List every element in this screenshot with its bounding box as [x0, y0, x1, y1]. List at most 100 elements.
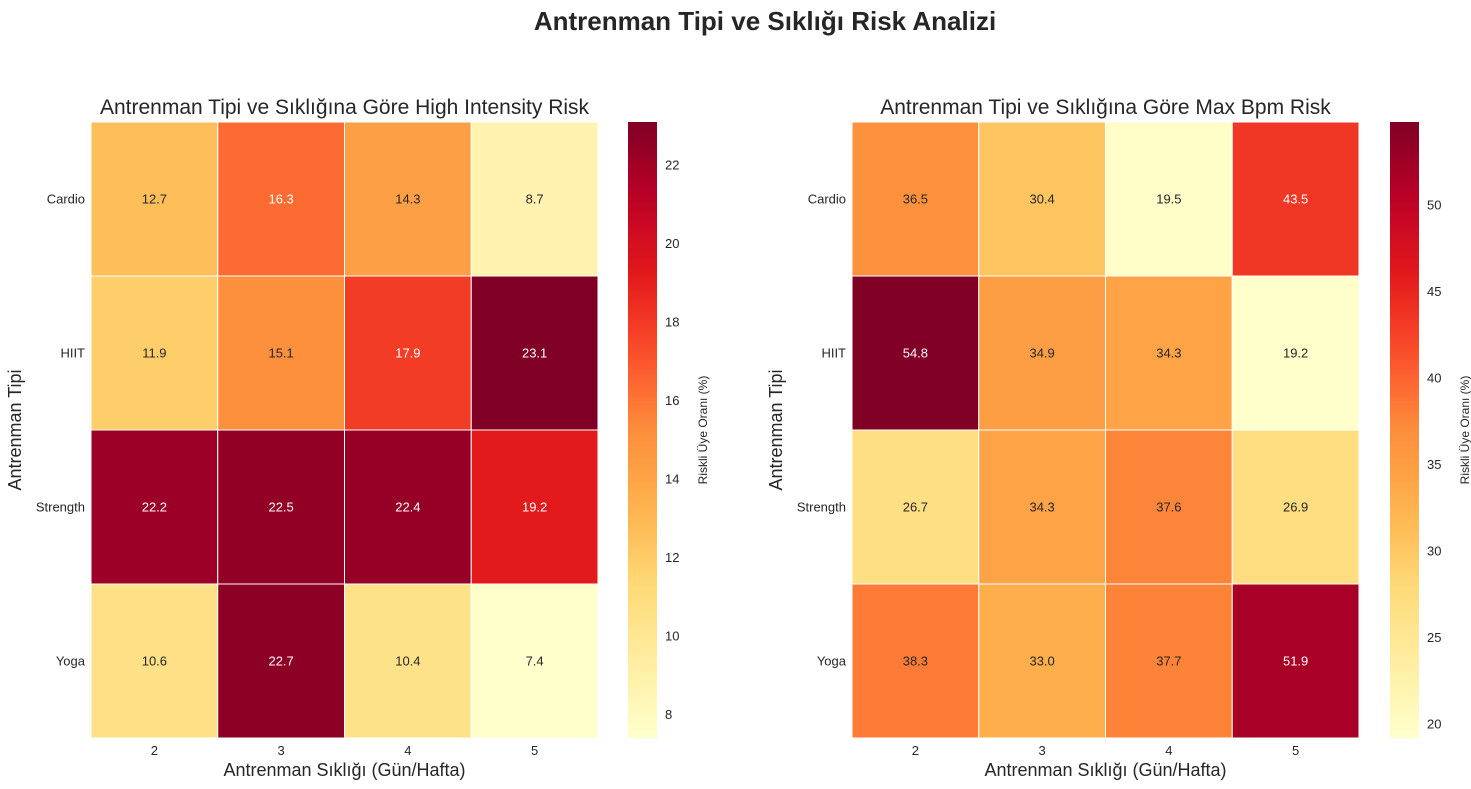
cell-value-label: 22.7 — [268, 654, 293, 669]
cell-value-label: 19.2 — [1283, 346, 1308, 361]
cell-value-label: 43.5 — [1283, 192, 1308, 207]
cell-value-label: 10.6 — [142, 654, 167, 669]
colorbar-tick-label: 50 — [1427, 198, 1441, 213]
cell-value-label: 22.4 — [395, 500, 420, 515]
y-tick-label: Strength — [797, 500, 846, 515]
cell-value-label: 37.6 — [1156, 500, 1181, 515]
heatmap-cell — [470, 275, 599, 431]
heatmap-cell — [1231, 275, 1360, 431]
y-tick-label: Cardio — [47, 192, 85, 207]
heatmap-cell — [344, 121, 472, 277]
heatmap-panel-max-bpm: Antrenman Tipi ve Sıklığına Göre Max Bpm… — [766, 96, 1471, 780]
cell-value-label: 17.9 — [395, 346, 420, 361]
heatmap-cell — [1105, 583, 1233, 739]
colorbar-tick-label: 22 — [665, 158, 679, 173]
heatmap-panel-high-intensity: Antrenman Tipi ve Sıklığına Göre High In… — [5, 96, 710, 780]
heatmap-cell — [90, 583, 219, 739]
cell-value-label: 7.4 — [526, 654, 544, 669]
colorbar-tick-label: 20 — [665, 236, 679, 251]
x-tick-label: 2 — [151, 743, 158, 758]
cell-value-label: 22.5 — [268, 500, 293, 515]
heatmap-cell — [217, 275, 345, 431]
heatmap-cell — [1231, 583, 1360, 739]
heatmap-cell — [1231, 121, 1360, 277]
colorbar-tick-label: 18 — [665, 315, 679, 330]
cell-value-label: 14.3 — [395, 192, 420, 207]
x-axis-label: Antrenman Sıklığı (Gün/Hafta) — [223, 760, 465, 780]
cell-value-label: 37.7 — [1156, 654, 1181, 669]
cell-value-label: 38.3 — [903, 654, 928, 669]
colorbar-label: Riskli Üye Oranı (%) — [1458, 376, 1471, 485]
x-tick-label: 3 — [1039, 743, 1046, 758]
cell-value-label: 10.4 — [395, 654, 420, 669]
heatmap-cell — [470, 121, 599, 277]
cell-value-label: 54.8 — [903, 346, 928, 361]
colorbar — [628, 122, 657, 738]
x-tick-label: 5 — [531, 743, 538, 758]
cell-value-label: 23.1 — [522, 346, 547, 361]
cell-value-label: 33.0 — [1029, 654, 1054, 669]
heatmap-cell — [851, 583, 980, 739]
cell-value-label: 34.9 — [1029, 346, 1054, 361]
colorbar-tick-label: 35 — [1427, 457, 1441, 472]
panel-title: Antrenman Tipi ve Sıklığına Göre Max Bpm… — [880, 96, 1331, 119]
heatmap-cell — [217, 121, 345, 277]
y-tick-label: Cardio — [808, 192, 846, 207]
colorbar-tick-label: 8 — [665, 707, 672, 722]
heatmap-cell — [470, 429, 599, 585]
heatmap-cell — [1105, 429, 1233, 585]
colorbar-tick-label: 20 — [1427, 717, 1441, 732]
cell-value-label: 26.9 — [1283, 500, 1308, 515]
cell-value-label: 8.7 — [526, 192, 544, 207]
y-axis-label: Antrenman Tipi — [766, 369, 786, 490]
y-tick-label: HIIT — [60, 346, 85, 361]
heatmap-cell — [470, 583, 599, 739]
colorbar-tick-label: 40 — [1427, 371, 1441, 386]
x-tick-label: 4 — [1165, 743, 1172, 758]
cell-value-label: 19.5 — [1156, 192, 1181, 207]
x-axis-label: Antrenman Sıklığı (Gün/Hafta) — [984, 760, 1226, 780]
cell-value-label: 19.2 — [522, 500, 547, 515]
colorbar — [1390, 122, 1419, 738]
heatmap-cell — [851, 429, 980, 585]
heatmap-cell — [851, 121, 980, 277]
y-tick-label: HIIT — [821, 346, 846, 361]
heatmap-cell — [978, 121, 1106, 277]
cell-value-label: 22.2 — [142, 500, 167, 515]
cell-value-label: 11.9 — [142, 346, 166, 361]
cell-value-label: 36.5 — [903, 192, 928, 207]
cell-value-label: 12.7 — [142, 192, 167, 207]
cell-value-label: 15.1 — [268, 346, 293, 361]
y-tick-label: Strength — [36, 500, 85, 515]
colorbar-label: Riskli Üye Oranı (%) — [696, 376, 710, 485]
colorbar-tick-label: 12 — [665, 550, 679, 565]
x-tick-label: 2 — [912, 743, 919, 758]
y-tick-label: Yoga — [817, 654, 847, 669]
cell-value-label: 26.7 — [903, 500, 928, 515]
colorbar-tick-label: 45 — [1427, 284, 1441, 299]
y-axis-label: Antrenman Tipi — [5, 369, 25, 490]
colorbar-tick-label: 14 — [665, 472, 679, 487]
heatmap-cell — [1105, 121, 1233, 277]
cell-value-label: 51.9 — [1283, 654, 1308, 669]
colorbar-tick-label: 16 — [665, 393, 679, 408]
x-tick-label: 5 — [1292, 743, 1299, 758]
heatmap-cell — [978, 275, 1106, 431]
x-tick-label: 4 — [404, 743, 411, 758]
heatmap-cell — [851, 275, 980, 431]
heatmap-cell — [344, 583, 472, 739]
heatmap-cell — [217, 583, 345, 739]
heatmap-cell — [217, 429, 345, 585]
y-tick-label: Yoga — [56, 654, 86, 669]
x-tick-label: 3 — [278, 743, 285, 758]
colorbar-tick-label: 25 — [1427, 630, 1441, 645]
cell-value-label: 34.3 — [1029, 500, 1054, 515]
colorbar-tick-label: 10 — [665, 628, 679, 643]
cell-value-label: 34.3 — [1156, 346, 1181, 361]
heatmap-cell — [90, 275, 219, 431]
colorbar-tick-label: 30 — [1427, 544, 1441, 559]
heatmap-cell — [1105, 275, 1233, 431]
cell-value-label: 30.4 — [1029, 192, 1054, 207]
cell-value-label: 16.3 — [268, 192, 293, 207]
